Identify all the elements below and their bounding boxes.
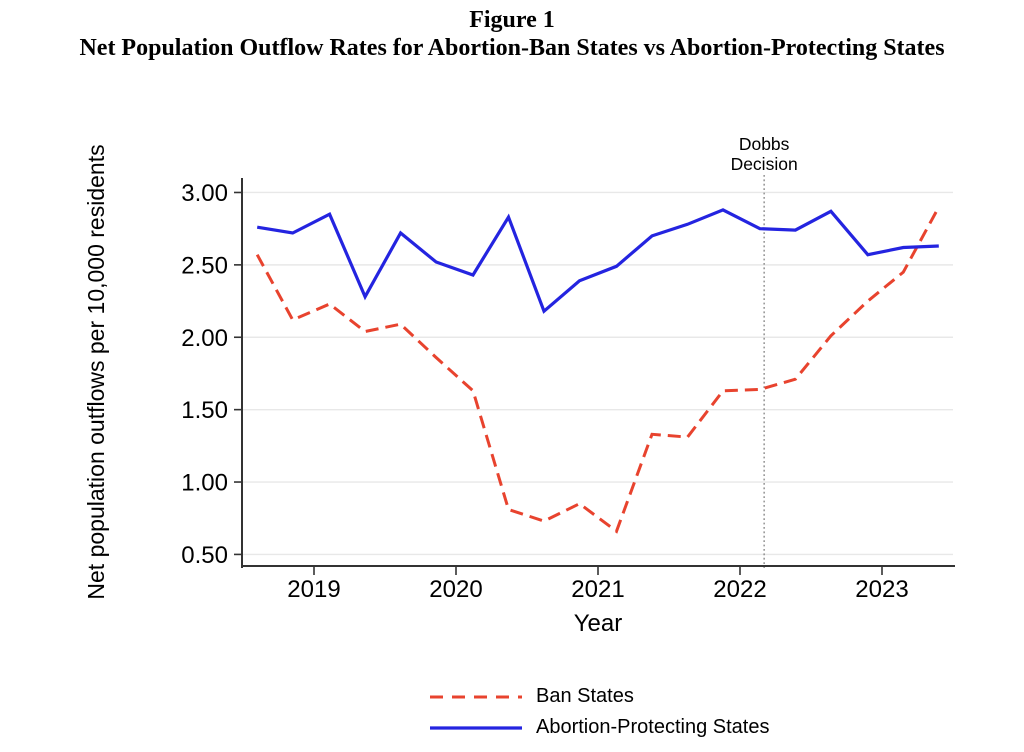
dobbs-annotation-line1: Dobbs [739,134,790,154]
figure-subtitle: Net Population Outflow Rates for Abortio… [79,35,945,61]
figure-title-block: Figure 1 Net Population Outflow Rates fo… [0,6,1024,62]
ban-states-line [255,206,941,534]
protecting-states-solid-swatch [430,725,522,730]
x-tick-label: 2023 [855,576,908,603]
y-axis-title: Net population outflows per 10,000 resid… [83,144,109,599]
protecting-states-line [256,208,939,314]
chart-legend: Ban States Abortion-Protecting States [430,681,769,743]
y-tick-label: 1.50 [181,397,228,424]
y-tick-label: 2.50 [181,252,228,279]
dobbs-annotation-line2: Decision [731,154,798,174]
line-chart: 0.50 1.00 1.50 2.00 2.50 3.00 2019 2020 2021 2022… [83,134,955,637]
y-tick-label: 2.00 [181,325,228,352]
legend-label-protecting-states: Abortion-Protecting States [536,716,770,738]
legend-label-ban-states: Ban States [536,685,634,707]
y-tick-label: 1.00 [181,470,228,497]
legend-item-ban-states: Ban States [430,681,769,712]
x-tick-label: 2020 [429,576,482,603]
figure-label: Figure 1 [469,7,555,33]
y-tick-label: 0.50 [181,542,228,569]
legend-item-protecting-states: Abortion-Protecting States [430,712,769,743]
ban-states-dashed-swatch [430,695,522,698]
x-axis-title: Year [574,610,623,637]
x-tick-label: 2022 [713,576,766,603]
x-tick-label: 2021 [571,576,624,603]
y-tick-label: 3.00 [181,180,228,207]
x-tick-label: 2019 [287,576,340,603]
